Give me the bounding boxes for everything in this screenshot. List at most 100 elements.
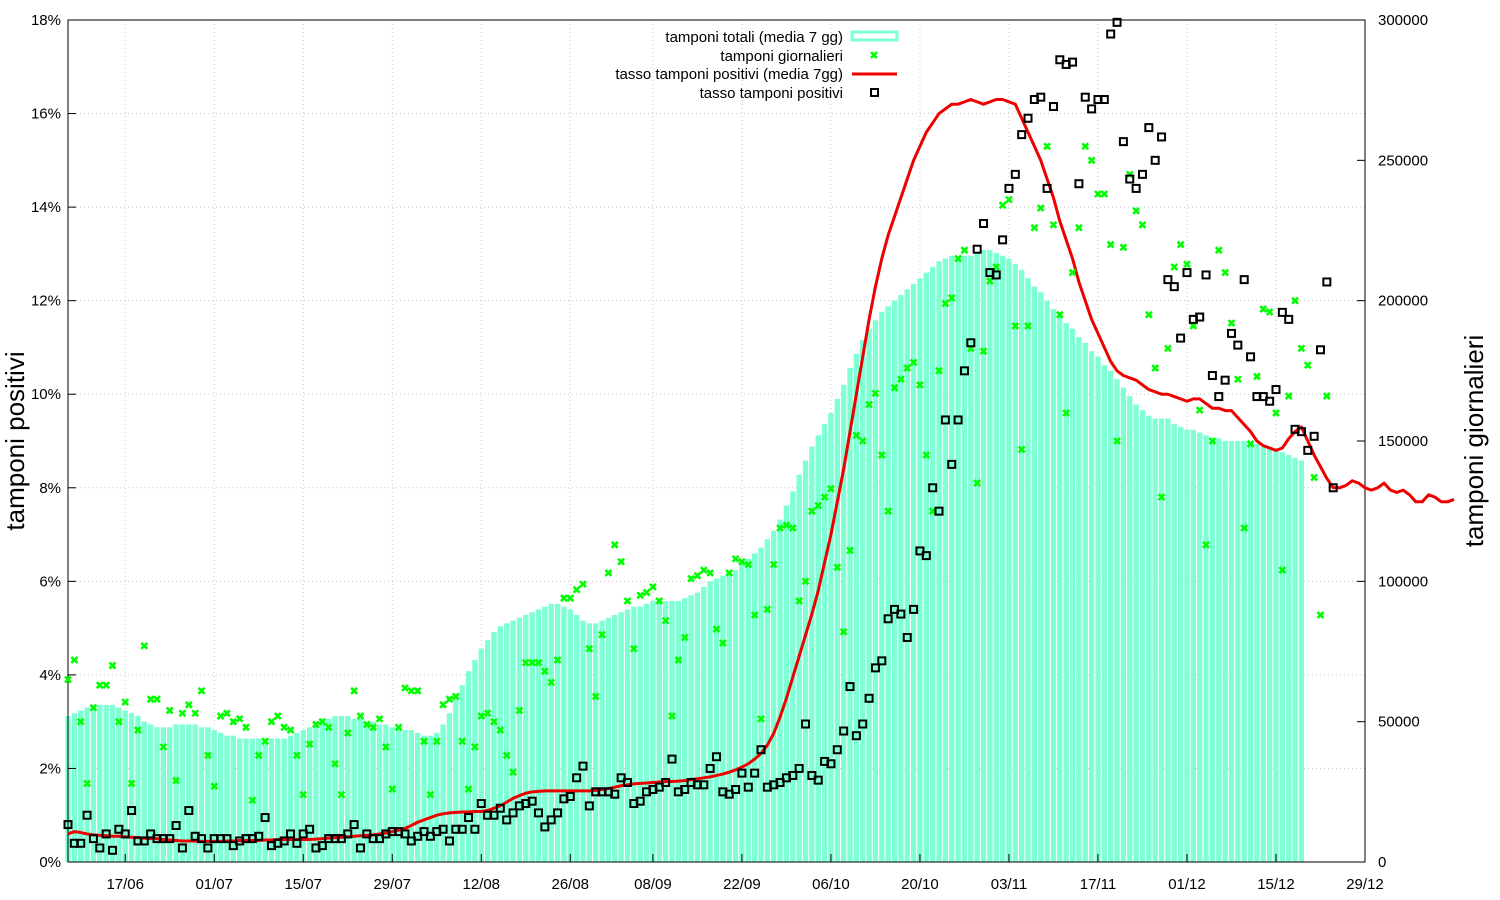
x-tick-label: 20/10 [901,876,939,893]
x-tick-label: 29/07 [373,876,411,893]
bar [751,553,758,862]
daily-rate-point [661,777,671,787]
bar [97,704,103,862]
daily-rate-point [1068,57,1078,67]
daily-rate-point [654,782,664,792]
daily-tests-point [693,571,702,580]
daily-tests-point [318,717,327,726]
daily-tests-point [375,714,384,723]
daily-rate-point [788,770,798,780]
daily-rate-point [890,604,900,614]
daily-tests-point [388,785,397,793]
bar [529,612,535,862]
x-tick-label: 17/06 [106,876,144,893]
daily-tests-point [1062,409,1071,417]
daily-rate-point [286,829,296,839]
bar [357,718,364,862]
daily-rate-point [1258,392,1268,402]
bar [186,724,192,862]
daily-rate-point [165,834,175,844]
bar [669,600,675,862]
daily-tests-point [445,695,454,704]
bar [580,620,586,862]
bar [694,592,701,862]
daily-tests-point [350,686,359,695]
daily-tests-point [744,560,753,569]
daily-tests-point [1202,540,1210,549]
daily-tests-point [1106,240,1115,249]
bar [542,606,548,862]
bar [262,738,268,862]
bar [955,255,961,862]
bar [885,306,891,862]
daily-tests-point [1100,190,1109,198]
bar [631,606,637,862]
daily-tests-point [140,641,149,650]
legend: tamponi totali (media 7 gg) tamponi gior… [615,29,899,102]
daily-tests-point [947,293,956,302]
daily-tests-point [598,630,606,639]
daily-rate-point [1004,183,1014,193]
bar [707,581,713,862]
daily-tests-point [458,737,467,746]
bar [306,727,313,862]
left-tick-label: 14% [31,199,61,216]
daily-rate-point [839,726,849,736]
bar [853,353,860,862]
bar [1044,300,1050,862]
daily-tests-point [680,633,689,642]
bar [116,707,122,862]
bar [243,738,249,862]
daily-rate-point [1150,155,1160,165]
daily-tests-point [661,616,670,625]
bar [1012,264,1018,862]
daily-tests-point [642,588,651,597]
daily-tests-point [401,684,409,692]
daily-tests-point [1284,392,1293,401]
daily-rate-point [572,773,582,783]
left-tick-label: 4% [39,667,61,684]
daily-tests-point [1189,322,1198,330]
bar [1108,370,1114,862]
daily-rate-point [1074,179,1084,189]
daily-rate-point [1055,55,1065,65]
bar [453,699,459,862]
daily-rate-point [705,763,715,773]
bar [421,735,427,862]
bar [109,704,116,862]
bar [637,606,643,862]
bar [147,724,154,862]
bar [764,539,771,862]
bar [1241,441,1247,862]
bar [720,575,726,862]
bar [1063,323,1069,862]
bar [618,612,624,862]
bar [796,474,802,862]
daily-tests-point [852,431,861,440]
bar [154,727,160,862]
daily-tests-point [362,720,371,729]
daily-tests-point [1144,310,1153,319]
bar [1127,396,1133,862]
daily-tests-point [540,667,549,676]
daily-rate-point [1201,270,1211,280]
x-tick-label: 15/12 [1257,876,1295,893]
daily-tests-point [795,597,804,605]
bar [643,603,650,862]
bar [1088,351,1095,862]
daily-tests-point [1183,260,1191,269]
bar [338,716,345,862]
bar [1133,404,1139,862]
daily-tests-point [1005,195,1013,204]
daily-tests-point [407,686,416,695]
bar [1216,438,1222,862]
daily-tests-point [579,580,587,589]
bar [904,289,910,862]
bar [561,606,567,862]
daily-rate-point [362,829,372,839]
daily-tests-point [998,201,1007,210]
daily-tests-point [553,656,562,664]
daily-tests-point [718,639,727,647]
bar [90,704,97,862]
